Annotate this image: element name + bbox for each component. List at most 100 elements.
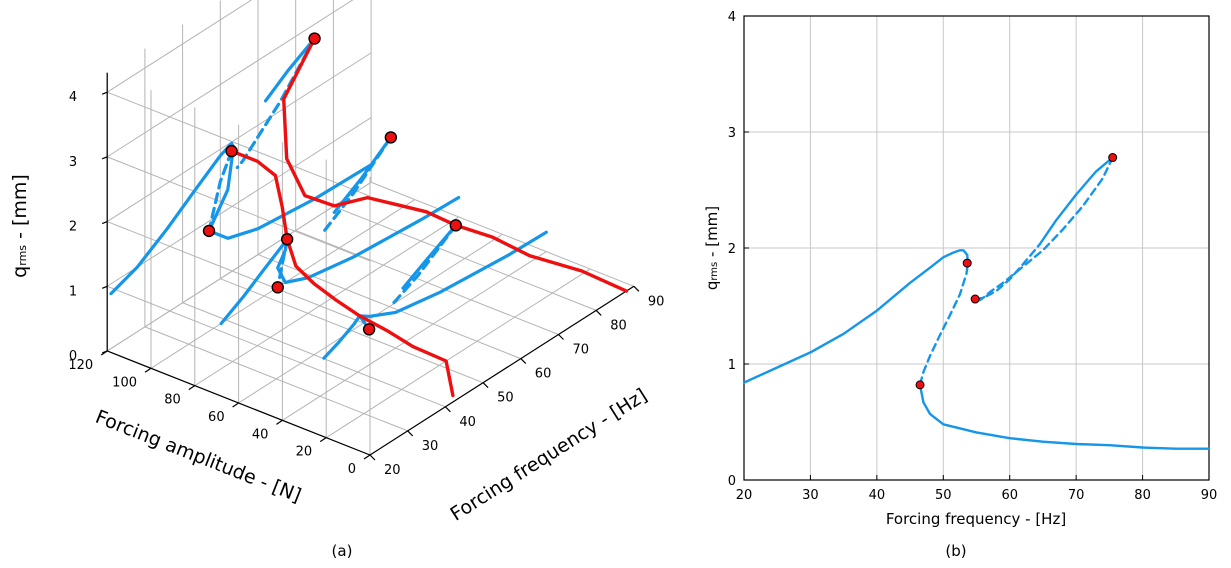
- panel-b-ytick-label: 0: [728, 474, 736, 489]
- panel-a-wall-grid: [107, 221, 371, 327]
- panel-b-bifurcation-marker: [915, 380, 925, 390]
- panel-a-ztick: [101, 91, 108, 95]
- panel-a-unstable-frf: [207, 149, 234, 233]
- panel-a-ztick: [101, 285, 108, 289]
- panel-a-floor-grid: [220, 278, 484, 384]
- panel-a-gridlines: [106, 0, 635, 456]
- panel-a-backbone-curve: [229, 149, 455, 398]
- panel-a-xtick: [188, 385, 196, 391]
- panel-b-caption: (b): [945, 542, 966, 560]
- panel-a-bifurcation-marker: [202, 224, 216, 238]
- panel-a-bifurcation-marker: [362, 323, 376, 336]
- panel-a-markers: [202, 32, 463, 336]
- panel-b-ytick-label: 1: [728, 358, 736, 373]
- panel-a-ytick-label: 30: [422, 439, 439, 454]
- panel-a-ztick-label: 0: [69, 349, 77, 364]
- panel-a-bifurcation-marker: [271, 281, 284, 294]
- panel-a-bifurcation-marker: [225, 144, 238, 158]
- panel-b-stable-branch: [742, 249, 969, 384]
- panel-a-curves: [109, 36, 629, 398]
- panel-a-backbone-curve: [282, 36, 629, 293]
- panel-b-2d-plot: 20 30 40 50 60 70 80 90 0 1 2 3 4 Forcing frequency …: [703, 10, 1217, 560]
- panel-a-xtick-label: 0: [348, 462, 356, 477]
- panel-b-unstable-branch: [974, 156, 1114, 302]
- panel-a-ytick-label: 70: [573, 343, 590, 358]
- panel-a-xtick: [363, 454, 371, 460]
- panel-a-wall-grid: [107, 91, 371, 197]
- panel-a-unstable-frf: [321, 135, 393, 235]
- panel-a-bifurcation-marker: [384, 131, 398, 144]
- panel-a-ytick: [444, 406, 451, 413]
- panel-b-stable-branch: [918, 383, 1211, 450]
- panel-a-ytick-label: 40: [459, 415, 476, 430]
- panel-a-ytick-label: 60: [535, 367, 552, 382]
- panel-a-xtick-label: 120: [68, 358, 93, 373]
- panel-a-ytick-label: 50: [497, 391, 514, 406]
- panel-b-xtick-label: 50: [935, 488, 952, 503]
- panel-a-stable-frf: [401, 223, 458, 290]
- panel-b-bifurcation-marker: [970, 294, 980, 304]
- panel-a-stable-frf: [109, 141, 373, 296]
- panel-a-xlabel: Forcing amplitude - [N]: [92, 406, 304, 507]
- panel-a-floor-grid: [182, 302, 446, 408]
- panel-a-ytick-label: 20: [384, 463, 401, 478]
- panel-a-stable-frf: [263, 36, 317, 103]
- panel-a-floor-grid: [144, 326, 408, 432]
- panel-a-bifurcation-marker: [280, 233, 294, 246]
- panel-b-xtick-label: 30: [802, 488, 819, 503]
- panel-b-xlabel: Forcing frequency - [Hz]: [886, 510, 1066, 528]
- panel-b-xtick-label: 40: [869, 488, 886, 503]
- panel-a-ytick: [595, 309, 602, 316]
- panel-b-ytick-label: 3: [728, 126, 736, 141]
- panel-a-ztick-label: 2: [69, 220, 77, 235]
- panel-a-ylabel: Forcing frequency - [Hz]: [447, 384, 652, 525]
- panel-a-wall-grid: [107, 285, 371, 391]
- panel-a-ztick-label: 4: [69, 90, 77, 105]
- panel-a-wall-grid: [106, 117, 372, 287]
- panel-b-xtick-label: 80: [1134, 488, 1151, 503]
- panel-a-xtick: [319, 437, 327, 443]
- panel-b-xtick-label: 70: [1068, 488, 1085, 503]
- panel-a-ytick: [482, 382, 489, 389]
- panel-a-ztick: [101, 350, 108, 354]
- panel-a-xtick: [144, 367, 152, 373]
- panel-b-ticks: 20 30 40 50 60 70 80 90 0 1 2 3 4: [728, 10, 1218, 503]
- panel-a-xtick: [276, 419, 283, 425]
- panel-a-zlabel: qrms - [mm]: [9, 174, 31, 278]
- panel-a-caption: (a): [332, 542, 353, 560]
- panel-a-3d-plot: 120 100 80 60 40 20 0 20 30 40 50 60 70 80 90 0 1 2 3 4 For…: [9, 0, 664, 560]
- panel-a-xtick-label: 20: [296, 445, 313, 460]
- panel-a-zlabel-main: q: [9, 266, 31, 278]
- panel-b-unstable-branch: [974, 243, 1041, 301]
- panel-a-wall-grid: [106, 0, 253, 93]
- panel-a-stable-frf: [219, 195, 461, 326]
- panel-a-axes: [100, 72, 640, 461]
- panel-a-ytick: [633, 285, 640, 292]
- panel-b-gridlines: [744, 16, 1209, 480]
- panel-a-xtick-label: 80: [164, 393, 181, 408]
- panel-b-ylabel-main: q: [703, 281, 721, 291]
- panel-a-xtick-label: 40: [252, 427, 269, 442]
- panel-b-xtick-label: 60: [1001, 488, 1018, 503]
- panel-b-bifurcation-marker: [962, 258, 972, 268]
- panel-b-xtick-label: 20: [736, 488, 753, 503]
- panel-a-bifurcation-marker: [308, 32, 321, 45]
- panel-a-ztick-label: 1: [69, 284, 77, 299]
- panel-b-ylabel-sub: rms: [709, 262, 720, 281]
- panel-b-markers: [915, 153, 1118, 390]
- panel-b-ylabel: qrms - [mm]: [703, 206, 721, 290]
- panel-a-xtick-label: 60: [208, 410, 225, 425]
- panel-a-zlabel-rest: - [mm]: [9, 174, 31, 245]
- panel-a-ytick: [369, 454, 376, 461]
- panel-a-xtick: [232, 402, 239, 408]
- panel-b-unstable-branch: [918, 253, 970, 387]
- panel-b-ytick-label: 2: [728, 242, 736, 257]
- panel-a-floor-grid: [295, 229, 559, 335]
- panel-a-ytick-label: 90: [648, 294, 665, 309]
- panel-a-ztick-label: 3: [69, 155, 77, 170]
- panel-a-ztick: [101, 221, 108, 225]
- panel-a-ytick: [558, 334, 564, 340]
- panel-a-wall-grid: [106, 52, 372, 222]
- panel-b-xtick-label: 90: [1201, 488, 1218, 503]
